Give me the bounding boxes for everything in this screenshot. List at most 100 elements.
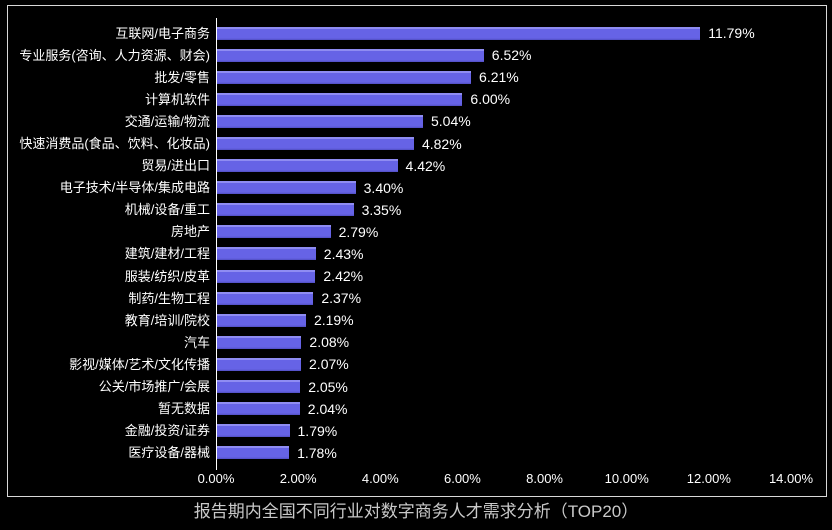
bar <box>216 26 701 40</box>
bar <box>216 48 484 62</box>
category-label: 金融/投资/证券 <box>124 423 210 439</box>
bar-row: 影视/媒体/艺术/文化传播 2.07% <box>8 353 826 375</box>
value-label: 3.40% <box>363 179 404 196</box>
category-label: 快速消费品(食品、饮料、化妆品) <box>19 136 210 152</box>
value-label: 6.00% <box>470 91 511 108</box>
bar <box>216 247 316 261</box>
category-label: 交通/运输/物流 <box>124 113 210 129</box>
chart-title: 报告期内全国不同行业对数字商务人才需求分析（TOP20） <box>193 502 639 521</box>
category-label: 机械/设备/重工 <box>124 202 210 218</box>
bar-row: 服装/纺织/皮革 2.42% <box>8 265 826 287</box>
category-label: 专业服务(咨询、人力资源、财会) <box>19 47 210 63</box>
value-label: 2.05% <box>308 378 348 395</box>
bar-row: 房地产 2.79% <box>8 221 826 243</box>
value-label: 1.78% <box>297 444 337 461</box>
bar <box>216 92 463 106</box>
bar-track: 1.78% <box>216 444 791 461</box>
plot-frame: 互联网/电子商务 11.79% 专业服务(咨询、人力资源、财会) 6.52% 批发/零售… <box>7 5 827 497</box>
value-label: 3.35% <box>361 201 402 218</box>
bar-row: 贸易/进出口 4.42% <box>8 155 826 177</box>
x-axis-ticks: 0.00% 2.00% 4.00% 6.00% 8.00% 10.00% 12.00% 14.… <box>198 471 813 488</box>
bar-row: 互联网/电子商务 11.79% <box>8 22 826 44</box>
x-tick-label: 10.00% <box>604 471 649 486</box>
bar-track: 2.05% <box>216 378 791 395</box>
bar-track: 3.35% <box>216 201 791 218</box>
value-label: 4.82% <box>421 135 462 152</box>
bar <box>216 203 354 217</box>
category-label: 建筑/建材/工程 <box>124 246 210 262</box>
category-label: 制药/生物工程 <box>128 290 210 306</box>
value-label: 2.07% <box>309 356 349 373</box>
bar-track: 2.19% <box>216 312 791 329</box>
bar-row: 汽车 2.08% <box>8 331 826 353</box>
bar-track: 6.00% <box>216 91 791 108</box>
x-tick-label: 4.00% <box>361 471 399 486</box>
value-label: 2.19% <box>313 312 354 329</box>
bar-track: 6.21% <box>216 69 791 86</box>
bar-track: 2.37% <box>216 290 791 307</box>
value-label: 2.43% <box>323 245 364 262</box>
bar-track: 2.43% <box>216 245 791 262</box>
value-label: 5.04% <box>431 113 471 130</box>
bar-track: 1.79% <box>216 422 791 439</box>
bar <box>216 335 302 349</box>
bar <box>216 313 306 327</box>
category-label: 影视/媒体/艺术/文化传播 <box>69 356 210 372</box>
value-label: 11.79% <box>708 25 755 42</box>
category-label: 医疗设备/器械 <box>128 445 210 461</box>
category-label: 批发/零售 <box>154 69 210 85</box>
bar-row: 交通/运输/物流 5.04% <box>8 110 826 132</box>
bar <box>216 225 331 239</box>
value-label: 2.79% <box>338 223 379 240</box>
bar-row: 计算机软件 6.00% <box>8 88 826 110</box>
bar-track: 2.42% <box>216 268 791 285</box>
category-label: 电子技术/半导体/集成电路 <box>59 180 210 196</box>
bar-track: 4.42% <box>216 157 791 174</box>
value-label: 6.21% <box>479 69 519 86</box>
y-axis-line <box>216 18 217 470</box>
category-label: 计算机软件 <box>144 91 210 107</box>
bar-row: 暂无数据 2.04% <box>8 398 826 420</box>
x-tick-label: 14.00% <box>768 471 814 486</box>
bar-row: 教育/培训/院校 2.19% <box>8 309 826 331</box>
x-tick-label: 2.00% <box>279 471 317 486</box>
bar-row: 制药/生物工程 2.37% <box>8 287 826 309</box>
bar <box>216 380 301 394</box>
bar <box>216 402 300 416</box>
category-label: 贸易/进出口 <box>141 158 210 174</box>
bar <box>216 137 414 151</box>
x-tick-label: 12.00% <box>686 471 731 486</box>
x-tick-label: 0.00% <box>197 471 235 486</box>
value-label: 2.04% <box>307 400 348 417</box>
bar-rows: 互联网/电子商务 11.79% 专业服务(咨询、人力资源、财会) 6.52% 批发/零售… <box>8 22 826 464</box>
bar <box>216 159 398 173</box>
category-label: 暂无数据 <box>157 401 210 417</box>
bar <box>216 446 290 460</box>
bar-row: 建筑/建材/工程 2.43% <box>8 243 826 265</box>
bar-row: 医疗设备/器械 1.78% <box>8 442 826 464</box>
category-label: 房地产 <box>170 224 210 240</box>
x-tick-label: 6.00% <box>443 471 481 486</box>
category-label: 服装/纺织/皮革 <box>124 268 210 284</box>
bar-track: 4.82% <box>216 135 791 152</box>
bar-row: 公关/市场推广/会展 2.05% <box>8 376 826 398</box>
value-label: 2.37% <box>321 290 362 307</box>
bar-track: 6.52% <box>216 47 791 64</box>
category-label: 汽车 <box>183 334 210 350</box>
value-label: 2.42% <box>323 268 364 285</box>
value-label: 1.79% <box>297 422 338 439</box>
value-label: 6.52% <box>491 47 532 64</box>
bar-track: 2.79% <box>216 223 791 240</box>
bar <box>216 357 302 371</box>
bar <box>216 70 472 84</box>
bar-track: 2.04% <box>216 400 791 417</box>
category-label: 教育/培训/院校 <box>124 312 210 328</box>
bar-row: 批发/零售 6.21% <box>8 66 826 88</box>
bar-row: 专业服务(咨询、人力资源、财会) 6.52% <box>8 44 826 66</box>
x-tick-label: 8.00% <box>526 471 563 486</box>
value-label: 2.08% <box>309 334 350 351</box>
value-label: 4.42% <box>405 157 446 174</box>
bar-row: 电子技术/半导体/集成电路 3.40% <box>8 177 826 199</box>
bar <box>216 424 290 438</box>
